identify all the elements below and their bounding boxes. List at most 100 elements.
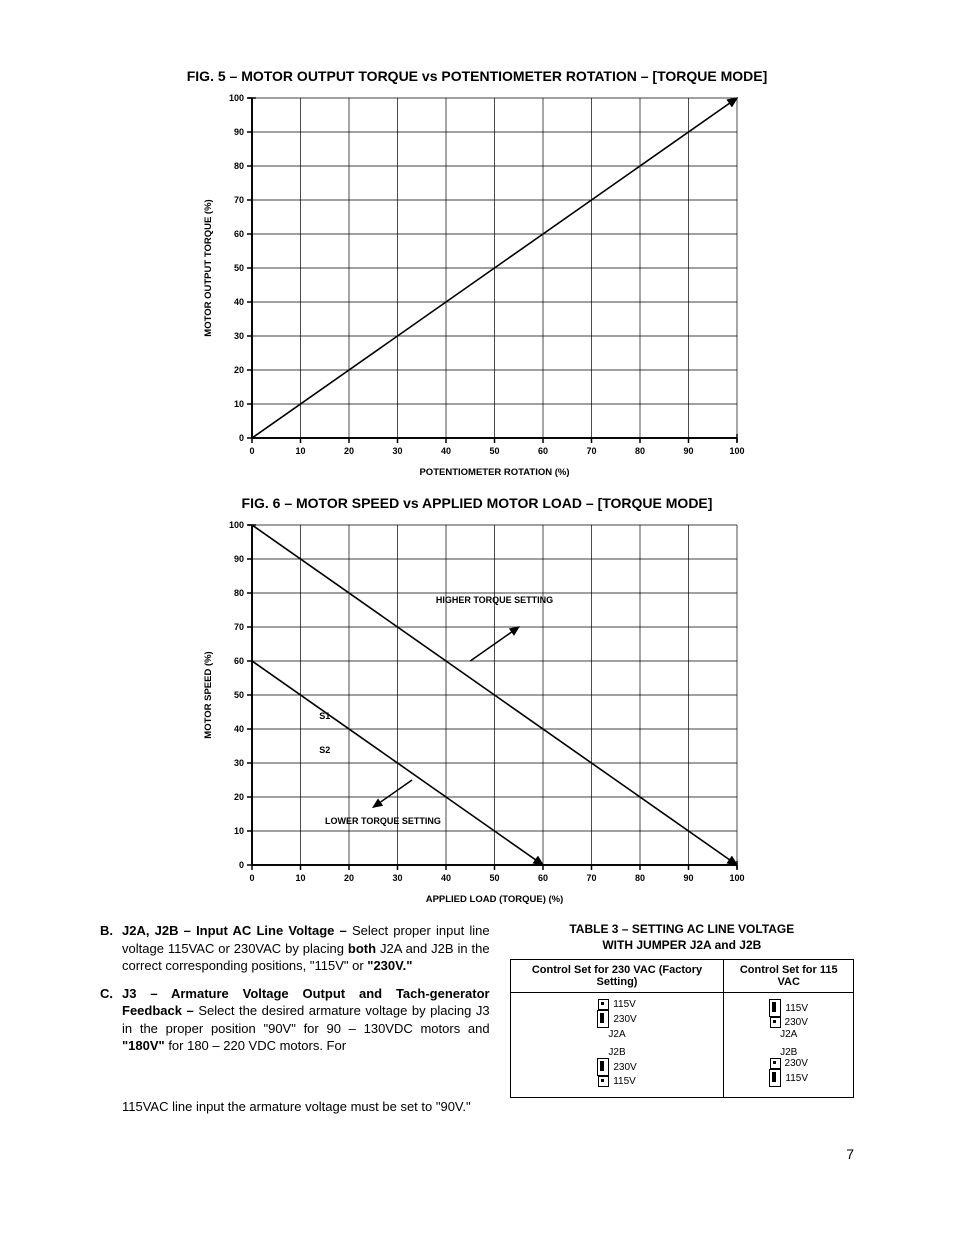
svg-text:100: 100 <box>729 873 744 883</box>
pin-icon <box>598 999 609 1010</box>
table3-title: TABLE 3 – SETTING AC LINE VOLTAGE WITH J… <box>510 922 854 953</box>
bottom-section: B. J2A, J2B – Input AC Line Voltage – Se… <box>100 922 854 1098</box>
fig6-chart: 0102030405060708090100010203040506070809… <box>100 515 854 910</box>
svg-text:80: 80 <box>234 161 244 171</box>
lbl-115d: 115V <box>785 1073 808 1084</box>
cell-115: 115V 230V J2A J2B 230V 115V <box>724 993 854 1098</box>
svg-text:90: 90 <box>683 446 693 456</box>
svg-text:50: 50 <box>489 446 499 456</box>
svg-text:0: 0 <box>239 860 244 870</box>
svg-text:LOWER TORQUE SETTING: LOWER TORQUE SETTING <box>325 816 441 826</box>
table-column: TABLE 3 – SETTING AC LINE VOLTAGE WITH J… <box>510 922 854 1098</box>
pin-icon <box>770 1017 781 1028</box>
svg-text:40: 40 <box>234 297 244 307</box>
jumper-icon <box>597 1010 609 1028</box>
table3: Control Set for 230 VAC (Factory Setting… <box>510 959 854 1098</box>
svg-text:100: 100 <box>729 446 744 456</box>
svg-text:80: 80 <box>234 588 244 598</box>
j2b-230-block: J2B 230V 115V <box>517 1046 718 1087</box>
c-180: "180V" <box>122 1038 165 1053</box>
svg-text:0: 0 <box>239 433 244 443</box>
j2b-label2: J2B <box>780 1047 797 1058</box>
fig6-title: FIG. 6 – MOTOR SPEED vs APPLIED MOTOR LO… <box>100 495 854 511</box>
lbl-230d: 230V <box>785 1058 808 1069</box>
j2a-label: J2A <box>608 1029 625 1040</box>
bullet-c: C. <box>100 985 122 1055</box>
svg-text:30: 30 <box>392 873 402 883</box>
table3-header-row: Control Set for 230 VAC (Factory Setting… <box>510 960 853 993</box>
b-230: "230V." <box>367 958 412 973</box>
svg-text:20: 20 <box>344 446 354 456</box>
svg-text:100: 100 <box>229 520 244 530</box>
lbl-115b: 115V <box>613 1076 636 1087</box>
lbl-230b: 230V <box>613 1062 636 1073</box>
fig5-title: FIG. 5 – MOTOR OUTPUT TORQUE vs POTENTIO… <box>100 68 854 84</box>
svg-text:10: 10 <box>295 873 305 883</box>
bullet-b: B. <box>100 922 122 975</box>
svg-text:80: 80 <box>635 873 645 883</box>
lbl-230c: 230V <box>785 1017 808 1028</box>
svg-text:20: 20 <box>344 873 354 883</box>
svg-text:0: 0 <box>249 873 254 883</box>
svg-text:20: 20 <box>234 365 244 375</box>
svg-text:90: 90 <box>234 554 244 564</box>
text-column: B. J2A, J2B – Input AC Line Voltage – Se… <box>100 922 490 1098</box>
j2a-115-block: 115V 230V J2A <box>730 999 847 1040</box>
svg-text:HIGHER TORQUE SETTING: HIGHER TORQUE SETTING <box>436 595 553 605</box>
svg-text:60: 60 <box>538 446 548 456</box>
svg-text:60: 60 <box>234 656 244 666</box>
lbl-115: 115V <box>613 999 636 1010</box>
svg-text:70: 70 <box>586 446 596 456</box>
lbl-230: 230V <box>613 1014 636 1025</box>
svg-text:POTENTIOMETER ROTATION (%): POTENTIOMETER ROTATION (%) <box>419 467 569 478</box>
j2a-230-block: 115V 230V J2A <box>517 999 718 1040</box>
table3-title-l1: TABLE 3 – SETTING AC LINE VOLTAGE <box>569 922 794 936</box>
table3-h-right: Control Set for 115 VAC <box>724 960 854 993</box>
svg-text:20: 20 <box>234 792 244 802</box>
j2b-115-block: J2B 230V 115V <box>730 1046 847 1087</box>
svg-text:MOTOR OUTPUT TORQUE (%): MOTOR OUTPUT TORQUE (%) <box>203 199 214 336</box>
jumper-icon <box>769 1069 781 1087</box>
svg-text:S1: S1 <box>319 711 330 721</box>
svg-text:10: 10 <box>234 399 244 409</box>
fig6-svg: 0102030405060708090100010203040506070809… <box>197 515 757 910</box>
fig5-chart: 0102030405060708090100010203040506070809… <box>100 88 854 483</box>
table3-h-left: Control Set for 230 VAC (Factory Setting… <box>510 960 724 993</box>
table3-title-l2: WITH JUMPER J2A and J2B <box>602 938 761 952</box>
svg-text:70: 70 <box>234 195 244 205</box>
section-c-overflow: 115VAC line input the armature voltage m… <box>122 1098 854 1116</box>
jumper-icon <box>597 1058 609 1076</box>
lbl-115c: 115V <box>785 1003 808 1014</box>
svg-text:S2: S2 <box>319 745 330 755</box>
fig5-svg: 0102030405060708090100010203040506070809… <box>197 88 757 483</box>
body-b: J2A, J2B – Input AC Line Voltage – Selec… <box>122 922 490 975</box>
paragraph-b: B. J2A, J2B – Input AC Line Voltage – Se… <box>100 922 490 975</box>
table3-body-row: 115V 230V J2A J2B 230V 115V 115V 230V J2… <box>510 993 853 1098</box>
svg-text:90: 90 <box>234 127 244 137</box>
svg-text:50: 50 <box>234 690 244 700</box>
svg-text:30: 30 <box>234 331 244 341</box>
c-body2: for 180 – 220 VDC motors. For <box>165 1038 346 1053</box>
cell-230: 115V 230V J2A J2B 230V 115V <box>510 993 724 1098</box>
svg-text:50: 50 <box>234 263 244 273</box>
svg-text:60: 60 <box>538 873 548 883</box>
svg-text:0: 0 <box>249 446 254 456</box>
paragraph-c: C. J3 – Armature Voltage Output and Tach… <box>100 985 490 1055</box>
svg-text:100: 100 <box>229 93 244 103</box>
svg-text:90: 90 <box>683 873 693 883</box>
svg-text:40: 40 <box>234 724 244 734</box>
svg-text:70: 70 <box>586 873 596 883</box>
svg-text:10: 10 <box>234 826 244 836</box>
page-number: 7 <box>100 1146 854 1162</box>
j2b-label: J2B <box>608 1047 625 1058</box>
b-title: J2A, J2B – Input AC Line Voltage – <box>122 923 347 938</box>
body-c: J3 – Armature Voltage Output and Tach-ge… <box>122 985 490 1055</box>
pin-icon <box>598 1076 609 1087</box>
svg-text:40: 40 <box>441 446 451 456</box>
svg-text:10: 10 <box>295 446 305 456</box>
svg-text:MOTOR SPEED (%): MOTOR SPEED (%) <box>203 651 214 738</box>
svg-text:80: 80 <box>635 446 645 456</box>
svg-text:40: 40 <box>441 873 451 883</box>
svg-text:70: 70 <box>234 622 244 632</box>
svg-text:50: 50 <box>489 873 499 883</box>
